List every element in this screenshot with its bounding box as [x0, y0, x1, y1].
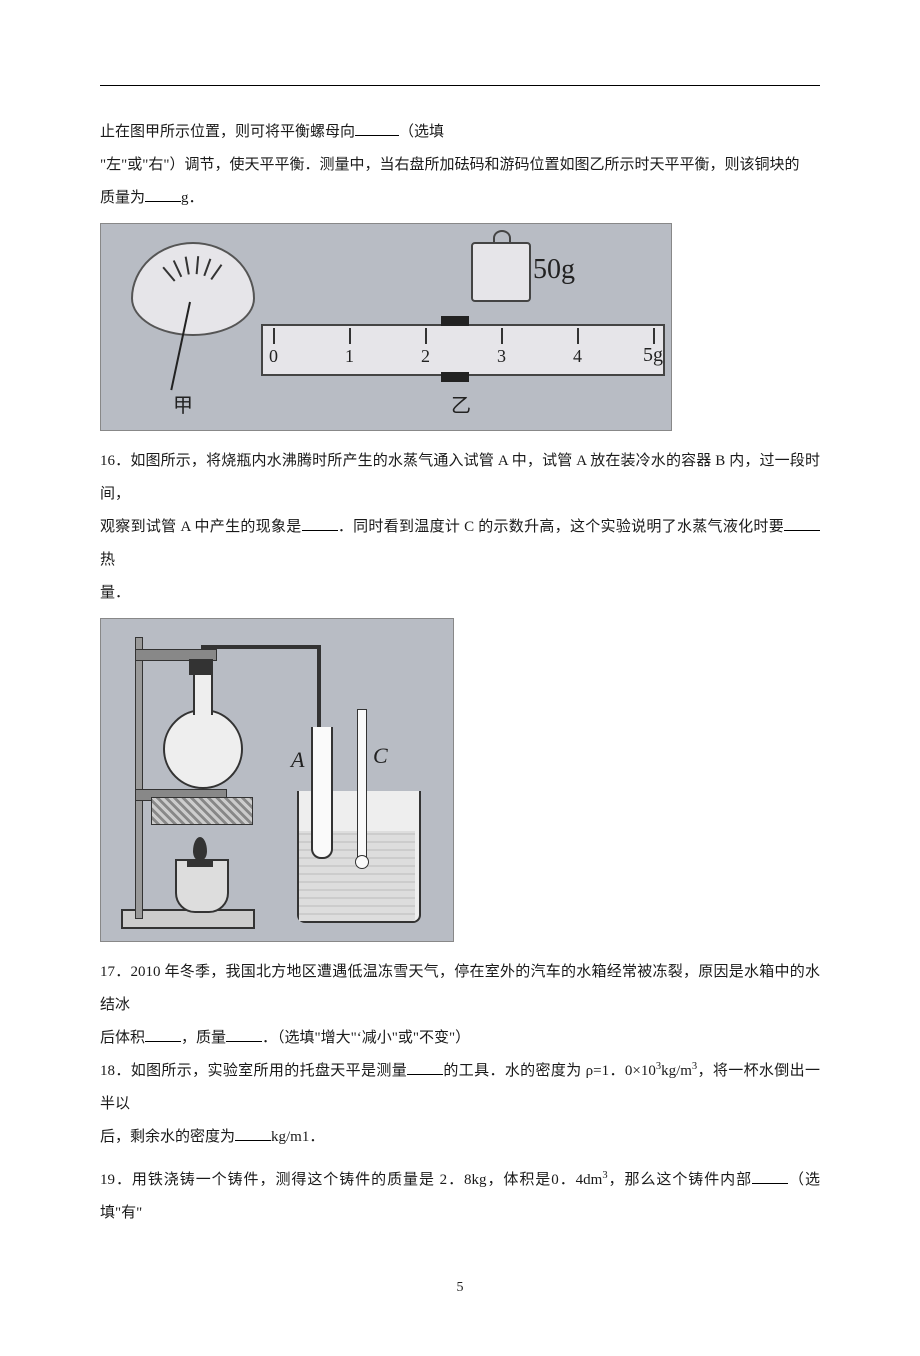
stand-rod [135, 637, 143, 919]
label-c: C [373, 743, 388, 769]
wire-gauze [151, 797, 253, 825]
q15-text-b: "左"或"右"）调节，使天平平衡．测量中，当右盘所加砝码和游码位置如图乙所示时天… [100, 157, 800, 173]
ruler-tick [501, 328, 503, 344]
q16-text-a: 如图所示，将烧瓶内水沸腾时所产生的水蒸气通入试管 A 中，试管 A 放在装冷水的… [100, 453, 820, 502]
q15-text-a: 止在图甲所示位置，则可将平衡螺母向 [100, 124, 355, 140]
ruler-tick [273, 328, 275, 344]
q18-line1: 18．如图所示，实验室所用的托盘天平是测量的工具．水的密度为 ρ=1．0×103… [100, 1055, 820, 1121]
weight-50g [471, 242, 531, 302]
q18-blank-1 [407, 1059, 443, 1075]
q18-text-b1: 后，剩余水的密度为 [100, 1129, 235, 1145]
ruler-tick [349, 328, 351, 344]
stopper [189, 659, 213, 675]
q16-blank-1 [302, 515, 338, 531]
q16-blank-2 [784, 515, 820, 531]
q15-line2: "左"或"右"）调节，使天平平衡．测量中，当右盘所加砝码和游码位置如图乙所示时天… [100, 149, 820, 182]
dial-tick [203, 259, 211, 277]
flame [193, 837, 207, 861]
round-flask [163, 709, 243, 789]
q19-text-a2: ，那么这个铸件内部 [608, 1172, 752, 1188]
ruler-scale: 0 1 2 3 4 [261, 324, 665, 376]
test-tube-a [311, 727, 333, 859]
q15-blank-2 [145, 186, 181, 202]
ruler-num-2: 2 [421, 346, 430, 367]
ruler-tick [577, 328, 579, 344]
ruler-num-1: 1 [345, 346, 354, 367]
rider-bottom [441, 372, 469, 382]
q18-times: × [632, 1063, 640, 1079]
q15-text-c1: 质量为 [100, 190, 145, 206]
q17-text-b1: 后体积 [100, 1030, 145, 1046]
q18-text-a1: 如图所示，实验室所用的托盘天平是测量 [131, 1063, 407, 1079]
q19-number: 19． [100, 1172, 132, 1188]
ruler-num-0: 0 [269, 346, 278, 367]
alcohol-burner [175, 859, 229, 913]
label-a: A [291, 747, 304, 773]
weight-label: 50g [533, 254, 575, 286]
top-rule [100, 85, 820, 86]
q16-text-b1: 观察到试管 A 中产生的现象是 [100, 519, 302, 535]
dial-tick [196, 256, 200, 274]
q17-blank-1 [145, 1026, 181, 1042]
dial-tick [210, 264, 222, 280]
q15-blank-1 [355, 120, 399, 136]
q17-blank-2 [226, 1026, 262, 1042]
q18-unit-a: kg/m [661, 1063, 692, 1079]
delivery-tube-h [201, 645, 321, 649]
ruler-unit: 5g [643, 344, 663, 367]
q17-line1: 17．2010 年冬季，我国北方地区遭遇低温冻雪天气，停在室外的汽车的水箱经常被… [100, 956, 820, 1022]
label-jia: 甲 [173, 389, 193, 418]
ruler-tick [653, 328, 655, 344]
ruler-num-4: 4 [573, 346, 582, 367]
q15-text-a2: （选填 [399, 124, 444, 140]
document-page: 止在图甲所示位置，则可将平衡螺母向 （选填 "左"或"右"）调节，使天平平衡．测量… [0, 0, 920, 1356]
q16-text-b3: 热 [100, 552, 115, 568]
q18-text-b2: kg/m1． [271, 1129, 324, 1145]
q16-figure-apparatus: A C [100, 618, 454, 942]
q16-line3: 量． [100, 577, 820, 610]
q15-text-c2: g． [181, 190, 204, 206]
q18-text-a2: 的工具．水的密度为 ρ=1．0 [443, 1063, 632, 1079]
balance-dial [131, 242, 255, 336]
q19-vol: 0．4dm [551, 1172, 602, 1188]
q16-text-b2: ．同时看到温度计 C 的示数升高，这个实验说明了水蒸气液化时要 [338, 519, 784, 535]
dial-tick [185, 257, 190, 275]
rider-top [441, 316, 469, 326]
q18-line2: 后，剩余水的密度为 kg/m1． [100, 1121, 820, 1154]
q16-text-c: 量． [100, 585, 130, 601]
q15-line1: 止在图甲所示位置，则可将平衡螺母向 （选填 [100, 116, 820, 149]
delivery-tube-v [317, 645, 321, 731]
q18-blank-2 [235, 1125, 271, 1141]
thermometer-bulb [355, 855, 369, 869]
q15-line3: 质量为 g． [100, 182, 820, 215]
q15-figure-balance: 甲 50g 0 1 2 3 4 5g 乙 [100, 223, 672, 431]
q17-line2: 后体积 ，质量 ．（选填"增大"‘减小"或"不变"） [100, 1022, 820, 1055]
q17-text-a: 2010 年冬季，我国北方地区遭遇低温冻雪天气，停在室外的汽车的水箱经常被冻裂，… [100, 964, 820, 1013]
q16-line1: 16．如图所示，将烧瓶内水沸腾时所产生的水蒸气通入试管 A 中，试管 A 放在装… [100, 445, 820, 511]
q16-line2: 观察到试管 A 中产生的现象是 ．同时看到温度计 C 的示数升高，这个实验说明了水… [100, 511, 820, 577]
q17-text-b3: ．（选填"增大"‘减小"或"不变"） [262, 1030, 470, 1046]
q16-number: 16． [100, 453, 130, 469]
q18-number: 18． [100, 1063, 131, 1079]
q19-text-a1: 用铁浇铸一个铸件，测得这个铸件的质量是 2．8kg，体积是 [132, 1172, 551, 1188]
q17-number: 17． [100, 964, 131, 980]
q18-exp-base: 10 [641, 1063, 656, 1079]
spacer [100, 1154, 820, 1164]
label-yi: 乙 [451, 389, 471, 418]
q19-blank-1 [752, 1168, 788, 1184]
flask-neck [193, 671, 213, 715]
thermometer-c [357, 709, 367, 861]
dial-tick [162, 267, 175, 282]
dial-tick [173, 260, 182, 277]
q19-line1: 19．用铁浇铸一个铸件，测得这个铸件的质量是 2．8kg，体积是0．4dm3，那… [100, 1164, 820, 1230]
page-number: 5 [100, 1280, 820, 1296]
ruler-num-3: 3 [497, 346, 506, 367]
ruler-tick [425, 328, 427, 344]
q17-text-b2: ，质量 [181, 1030, 226, 1046]
